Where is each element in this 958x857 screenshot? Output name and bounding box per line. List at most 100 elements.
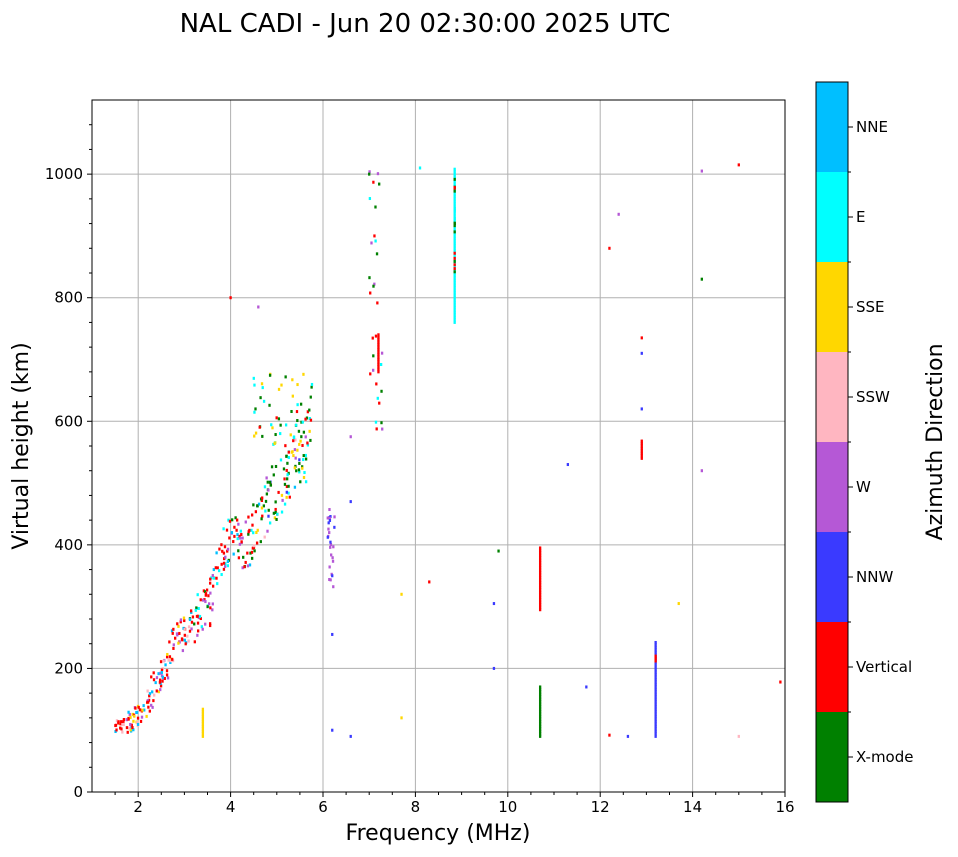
trace-echo bbox=[183, 619, 186, 623]
trace-echo bbox=[292, 439, 295, 443]
trace-echo bbox=[260, 499, 264, 503]
column-echo bbox=[538, 603, 542, 607]
trace-echo bbox=[235, 528, 238, 532]
scatter-echo bbox=[453, 224, 456, 228]
trace-echo bbox=[284, 444, 287, 448]
trace-echo bbox=[121, 730, 124, 734]
colorbar-label: W bbox=[856, 478, 871, 496]
column-echo bbox=[453, 212, 456, 216]
trace-echo bbox=[252, 544, 256, 548]
x-tick-label: 10 bbox=[498, 798, 517, 816]
column-echo bbox=[377, 370, 380, 374]
trace-echo bbox=[306, 441, 309, 445]
trace-echo bbox=[266, 529, 269, 533]
column-echo bbox=[377, 362, 380, 366]
echo-mark bbox=[700, 277, 703, 281]
trace-echo bbox=[301, 420, 304, 424]
column-echo bbox=[201, 717, 205, 721]
scatter-echo bbox=[369, 291, 372, 295]
echo-mark bbox=[640, 407, 643, 411]
column-echo bbox=[654, 665, 657, 669]
column-echo bbox=[538, 732, 542, 736]
trace-echo bbox=[276, 512, 279, 516]
trace-echo bbox=[203, 598, 206, 602]
column-echo bbox=[453, 276, 456, 280]
trace-echo bbox=[261, 514, 264, 518]
trace-echo bbox=[262, 504, 265, 508]
trace-echo bbox=[294, 438, 297, 442]
trace-echo bbox=[191, 615, 195, 619]
trace-echo bbox=[250, 513, 254, 517]
trace-echo bbox=[195, 606, 198, 610]
trace-echo bbox=[264, 509, 267, 513]
trace-echo bbox=[160, 670, 163, 674]
trace-echo bbox=[209, 606, 212, 610]
column-echo bbox=[453, 182, 456, 186]
trace-echo bbox=[222, 561, 226, 565]
trace-echo bbox=[152, 671, 155, 675]
column-echo bbox=[654, 654, 657, 658]
colorbar-segment bbox=[816, 172, 848, 262]
trace-echo bbox=[200, 625, 203, 629]
trace-echo bbox=[239, 536, 242, 540]
trace-echo bbox=[193, 640, 196, 644]
trace-echo bbox=[303, 471, 306, 475]
column-echo bbox=[654, 732, 657, 736]
trace-echo bbox=[150, 703, 153, 707]
trace-echo bbox=[285, 485, 289, 489]
trace-echo bbox=[128, 726, 131, 730]
trace-echo bbox=[266, 480, 269, 484]
trace-echo bbox=[151, 705, 154, 709]
trace-echo bbox=[232, 552, 235, 556]
trace-echo bbox=[273, 441, 276, 445]
column-echo bbox=[201, 725, 205, 729]
trace-echo bbox=[187, 639, 190, 643]
trace-echo bbox=[148, 709, 151, 713]
trace-echo bbox=[305, 416, 309, 420]
column-echo bbox=[654, 697, 657, 701]
trace-echo bbox=[188, 629, 192, 633]
trace-echo bbox=[240, 532, 243, 536]
column-echo bbox=[453, 273, 456, 277]
trace-echo bbox=[133, 714, 136, 718]
column-echo bbox=[654, 657, 657, 661]
column-echo bbox=[538, 556, 542, 560]
trace-echo bbox=[272, 511, 276, 515]
trace-echo bbox=[285, 495, 288, 499]
column-echo bbox=[453, 308, 456, 312]
column-echo bbox=[453, 236, 456, 240]
trace-echo bbox=[298, 470, 301, 474]
trace-echo bbox=[115, 719, 119, 723]
column-echo bbox=[377, 360, 380, 364]
scatter-echo bbox=[331, 559, 335, 563]
trace-echo bbox=[134, 706, 137, 710]
scatter-echo bbox=[381, 427, 384, 431]
column-echo bbox=[453, 231, 456, 235]
trace-echo bbox=[120, 720, 123, 724]
trace-echo bbox=[141, 708, 144, 712]
column-echo bbox=[538, 566, 542, 570]
echo-mark bbox=[700, 469, 703, 473]
scatter-echo bbox=[378, 182, 381, 186]
trace-echo bbox=[252, 503, 255, 507]
column-echo bbox=[538, 563, 542, 567]
column-echo bbox=[654, 643, 657, 647]
trace-echo bbox=[273, 516, 277, 520]
scatter-echo bbox=[328, 577, 331, 581]
scatter-echo bbox=[368, 197, 372, 201]
trace-echo bbox=[244, 560, 247, 564]
scatter-echo bbox=[453, 177, 456, 181]
scatter-echo bbox=[453, 221, 456, 225]
colorbar-segment bbox=[816, 712, 848, 802]
trace-echo bbox=[296, 419, 299, 423]
trace-echo bbox=[237, 549, 240, 553]
trace-echo bbox=[306, 410, 310, 414]
column-echo bbox=[654, 734, 657, 738]
column-echo bbox=[640, 456, 643, 460]
scatter-echo bbox=[328, 531, 331, 535]
trace-echo bbox=[208, 581, 212, 585]
column-echo bbox=[453, 241, 456, 245]
echo-mark bbox=[497, 549, 500, 553]
trace-echo bbox=[148, 694, 151, 698]
